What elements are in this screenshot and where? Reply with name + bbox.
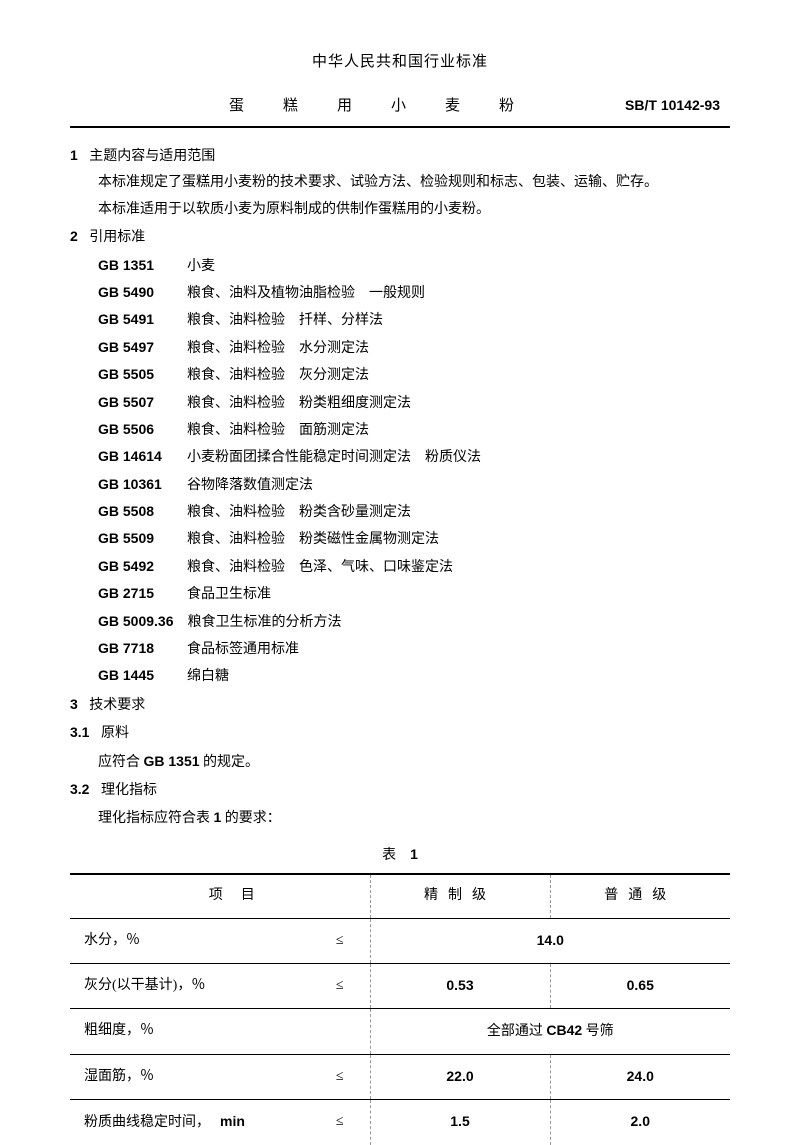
cell-refined: 22.0	[370, 1054, 550, 1099]
table-1-caption: 表 1	[70, 843, 730, 867]
table-row: 水分，％≤14.0	[70, 918, 730, 963]
reference-item: GB 7718 食品标签通用标准	[98, 637, 730, 661]
reference-item: GB 1351 小麦	[98, 254, 730, 278]
reference-item: GB 5497 粮食、油料检验 水分测定法	[98, 336, 730, 360]
reference-desc: 小麦	[173, 259, 215, 274]
reference-desc: 粮食、油料检验 面筋测定法	[173, 423, 369, 438]
reference-desc: 食品卫生标准	[173, 587, 271, 602]
reference-desc: 粮食、油料检验 粉类粗细度测定法	[173, 396, 411, 411]
spec-table: 项目 精制级 普通级 水分，％≤14.0灰分(以干基计)，％≤0.530.65粗…	[70, 873, 730, 1144]
cell-item: 湿面筋，％	[70, 1054, 310, 1099]
reference-code: GB 5009.36	[98, 610, 174, 632]
section-2-heading: 2 引用标准	[70, 225, 730, 249]
reference-code: GB 10361	[98, 473, 173, 495]
section-1-heading: 1 主题内容与适用范围	[70, 144, 730, 168]
main-title: 中华人民共和国行业标准	[70, 50, 730, 74]
reference-item: GB 10361 谷物降落数值测定法	[98, 473, 730, 497]
reference-item: GB 5508 粮食、油料检验 粉类含砂量测定法	[98, 500, 730, 524]
reference-desc: 食品标签通用标准	[173, 642, 299, 657]
reference-item: GB 5490 粮食、油料及植物油脂检验 一般规则	[98, 281, 730, 305]
reference-desc: 粮食、油料检验 水分测定法	[173, 341, 369, 356]
reference-list: GB 1351 小麦GB 5490 粮食、油料及植物油脂检验 一般规则GB 54…	[98, 254, 730, 689]
reference-item: GB 5507 粮食、油料检验 粉类粗细度测定法	[98, 391, 730, 415]
reference-item: GB 5009.36 粮食卫生标准的分析方法	[98, 610, 730, 634]
cell-merged-value: 全部通过 CB42 号筛	[370, 1009, 730, 1054]
reference-desc: 粮食、油料及植物油脂检验 一般规则	[173, 286, 425, 301]
reference-desc: 粮食、油料检验 粉类含砂量测定法	[173, 505, 411, 520]
col-item-header: 项目	[70, 874, 370, 918]
cell-item: 水分，％	[70, 918, 310, 963]
reference-code: GB 1445	[98, 664, 173, 686]
cell-merged-value: 14.0	[370, 918, 730, 963]
cell-normal: 24.0	[550, 1054, 730, 1099]
reference-item: GB 2715 食品卫生标准	[98, 582, 730, 606]
cell-item: 灰分(以干基计)，％	[70, 963, 310, 1008]
table-header-row: 项目 精制级 普通级	[70, 874, 730, 918]
reference-code: GB 5505	[98, 363, 173, 385]
section-3-heading: 3 技术要求	[70, 693, 730, 717]
table-row: 灰分(以干基计)，％≤0.530.65	[70, 963, 730, 1008]
reference-code: GB 14614	[98, 445, 173, 467]
section-3-1-text: 应符合 GB 1351 的规定。	[70, 750, 730, 774]
reference-item: GB 5492 粮食、油料检验 色泽、气味、口味鉴定法	[98, 555, 730, 579]
reference-code: GB 5506	[98, 418, 173, 440]
reference-code: GB 5497	[98, 336, 173, 358]
col-refined-header: 精制级	[370, 874, 550, 918]
reference-desc: 粮食、油料检验 粉类磁性金属物测定法	[173, 532, 439, 547]
reference-desc: 粮食卫生标准的分析方法	[174, 615, 342, 630]
cell-refined: 1.5	[370, 1100, 550, 1145]
table-row: 湿面筋，％≤22.024.0	[70, 1054, 730, 1099]
reference-item: GB 5509 粮食、油料检验 粉类磁性金属物测定法	[98, 527, 730, 551]
reference-code: GB 5509	[98, 527, 173, 549]
reference-desc: 小麦粉面团揉合性能稳定时间测定法 粉质仪法	[173, 450, 481, 465]
reference-desc: 粮食、油料检验 扦样、分样法	[173, 313, 383, 328]
reference-desc: 粮食、油料检验 色泽、气味、口味鉴定法	[173, 560, 453, 575]
table-row: 粗细度，％ 全部通过 CB42 号筛	[70, 1009, 730, 1054]
reference-item: GB 1445 绵白糖	[98, 664, 730, 688]
section-1-para-2: 本标准适用于以软质小麦为原料制成的供制作蛋糕用的小麦粉。	[70, 199, 730, 221]
cell-normal: 0.65	[550, 963, 730, 1008]
cell-operator: ≤	[310, 918, 370, 963]
reference-item: GB 5506 粮食、油料检验 面筋测定法	[98, 418, 730, 442]
product-name: 蛋 糕 用 小 麦 粉	[80, 94, 625, 118]
section-3-1-heading: 3.1 原料	[70, 721, 730, 745]
reference-code: GB 7718	[98, 637, 173, 659]
reference-item: GB 14614 小麦粉面团揉合性能稳定时间测定法 粉质仪法	[98, 445, 730, 469]
reference-code: GB 5492	[98, 555, 173, 577]
cell-item: 粉质曲线稳定时间，min	[70, 1100, 310, 1145]
reference-desc: 粮食、油料检验 灰分测定法	[173, 368, 369, 383]
reference-code: GB 5507	[98, 391, 173, 413]
table-row: 粉质曲线稳定时间，min≤1.52.0	[70, 1100, 730, 1145]
col-normal-header: 普通级	[550, 874, 730, 918]
subtitle-row: 蛋 糕 用 小 麦 粉 SB/T 10142-93	[70, 94, 730, 118]
reference-desc: 绵白糖	[173, 669, 229, 684]
document-header: 中华人民共和国行业标准	[70, 50, 730, 74]
reference-code: GB 2715	[98, 582, 173, 604]
cell-refined: 0.53	[370, 963, 550, 1008]
reference-code: GB 5491	[98, 308, 173, 330]
header-divider	[70, 126, 730, 128]
reference-item: GB 5505 粮食、油料检验 灰分测定法	[98, 363, 730, 387]
reference-desc: 谷物降落数值测定法	[173, 478, 313, 493]
standard-code: SB/T 10142-93	[625, 94, 720, 116]
cell-operator: ≤	[310, 963, 370, 1008]
section-3-2-text: 理化指标应符合表 1 的要求：	[70, 806, 730, 830]
reference-code: GB 5490	[98, 281, 173, 303]
cell-operator: ≤	[310, 1054, 370, 1099]
cell-operator	[310, 1009, 370, 1054]
cell-normal: 2.0	[550, 1100, 730, 1145]
section-3-2-heading: 3.2 理化指标	[70, 778, 730, 802]
cell-item: 粗细度，％	[70, 1009, 310, 1054]
reference-item: GB 5491 粮食、油料检验 扦样、分样法	[98, 308, 730, 332]
reference-code: GB 5508	[98, 500, 173, 522]
cell-operator: ≤	[310, 1100, 370, 1145]
reference-code: GB 1351	[98, 254, 173, 276]
section-1-para-1: 本标准规定了蛋糕用小麦粉的技术要求、试验方法、检验规则和标志、包装、运输、贮存。	[98, 172, 730, 194]
